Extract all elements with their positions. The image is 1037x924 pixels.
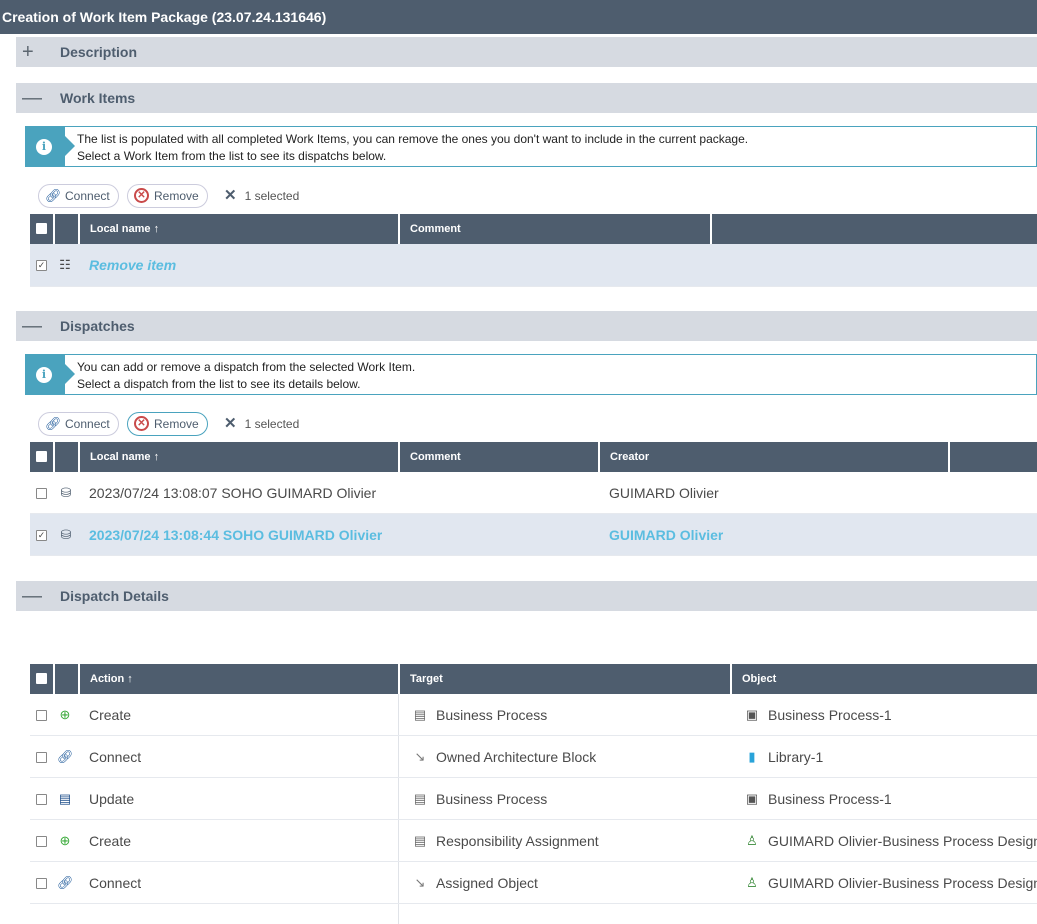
action: Create	[89, 707, 132, 723]
object[interactable]: Business Process-1	[768, 791, 892, 807]
action: Update	[89, 791, 135, 807]
link-icon: 🔗︎	[57, 749, 74, 764]
class-icon: ▤	[413, 707, 427, 722]
row-checkbox[interactable]	[36, 878, 47, 889]
remove-button[interactable]: ✕ Remove	[127, 412, 208, 436]
object[interactable]: Business Process-1	[768, 707, 892, 723]
column-comment[interactable]: Comment	[398, 214, 710, 244]
row-checkbox[interactable]	[36, 710, 47, 721]
window-title: Creation of Work Item Package (23.07.24.…	[0, 0, 1037, 34]
select-all-checkbox[interactable]	[36, 673, 47, 684]
section-work-items[interactable]: — Work Items	[16, 83, 1037, 113]
select-all-checkbox[interactable]	[36, 223, 47, 234]
link-icon: 🔗︎	[57, 875, 74, 890]
plus-circle-icon: ⊕	[59, 707, 71, 722]
connect-button[interactable]: 🔗︎ Connect	[38, 412, 119, 436]
dispatches-info: i You can add or remove a dispatch from t…	[25, 354, 1037, 395]
object[interactable]: Library-1	[768, 749, 824, 765]
details-table-header: Action ↑ Target Object	[30, 664, 1037, 694]
row-checkbox[interactable]	[36, 488, 47, 499]
column-comment[interactable]: Comment	[398, 442, 598, 472]
process-icon: ▣	[745, 707, 759, 722]
dispatch-icon: ⛁	[60, 485, 72, 500]
table-row[interactable]: ⛁ 2023/07/24 13:08:07 SOHO GUIMARD Olivi…	[30, 472, 1037, 514]
collapse-icon[interactable]: —	[22, 315, 42, 337]
link-icon: 🔗︎	[45, 416, 62, 431]
column-action[interactable]: Action ↑	[78, 664, 398, 694]
person-icon: ♙	[746, 833, 758, 848]
remove-icon: ✕	[134, 188, 149, 203]
remove-icon: ✕	[134, 416, 149, 431]
plus-circle-icon: ⊕	[59, 833, 71, 848]
action: Connect	[89, 875, 142, 891]
table-row[interactable]: ⊕ Create ▤ Business Process ▣ Business P…	[30, 694, 1037, 736]
action: Connect	[89, 749, 142, 765]
column-target[interactable]: Target	[398, 664, 730, 694]
section-dispatches[interactable]: — Dispatches	[16, 311, 1037, 341]
remove-button[interactable]: ✕ Remove	[127, 184, 208, 208]
object[interactable]: GUIMARD Olivier-Business Process Design	[768, 833, 1037, 849]
selection-count: ✕ 1 selected	[224, 415, 300, 432]
class-icon: ▤	[413, 833, 427, 848]
person-icon: ♙	[746, 875, 758, 890]
relation-icon: ↘	[414, 749, 426, 764]
target: Business Process	[436, 791, 548, 807]
collapse-icon[interactable]: —	[22, 585, 42, 607]
dispatches-table-header: Local name ↑ Comment Creator	[30, 442, 1037, 472]
library-icon: ▮	[748, 749, 756, 764]
table-row[interactable]: 🔗︎ Connect ↘ Owned Architecture Block ▮ …	[30, 736, 1037, 778]
table-row[interactable]: ✓ ☷ Remove item	[30, 244, 1037, 287]
work-items-table-header: Local name ↑ Comment	[30, 214, 1037, 244]
class-icon: ▤	[413, 791, 427, 806]
expand-icon[interactable]: +	[22, 41, 34, 63]
row-checkbox[interactable]: ✓	[36, 530, 47, 541]
table-row[interactable]: ✓ ⛁ 2023/07/24 13:08:44 SOHO GUIMARD Oli…	[30, 514, 1037, 556]
dispatch-icon: ⛁	[60, 527, 72, 542]
column-local-name[interactable]: Local name ↑	[78, 442, 398, 472]
column-object[interactable]: Object	[730, 664, 1037, 694]
table-row[interactable]: 🔗︎ Connect ↘ Assigned Object ♙ GUIMARD O…	[30, 862, 1037, 904]
row-checkbox[interactable]	[36, 794, 47, 805]
comment-icon: ▤	[58, 791, 72, 806]
info-icon: i	[36, 139, 52, 155]
connect-button[interactable]: 🔗︎ Connect	[38, 184, 119, 208]
clear-selection-icon[interactable]: ✕	[224, 187, 237, 204]
row-checkbox[interactable]	[36, 836, 47, 847]
link-icon: 🔗︎	[45, 188, 62, 203]
select-all-checkbox[interactable]	[36, 451, 47, 462]
work-item-icon: ☷	[59, 257, 71, 272]
row-checkbox[interactable]: ✓	[36, 260, 47, 271]
work-items-info: i The list is populated with all complete…	[25, 126, 1037, 167]
section-dispatch-details[interactable]: — Dispatch Details	[16, 581, 1037, 611]
table-row[interactable]: ▤ Update ▤ Business Process ▣ Business P…	[30, 778, 1037, 820]
collapse-icon[interactable]: —	[22, 87, 42, 109]
column-creator[interactable]: Creator	[598, 442, 948, 472]
table-row[interactable]: ⊕ Create ▤ Responsibility Assignment ♙ G…	[30, 820, 1037, 862]
action: Create	[89, 833, 132, 849]
info-icon: i	[36, 367, 52, 383]
section-description[interactable]: + Description	[16, 37, 1037, 67]
target: Business Process	[436, 707, 548, 723]
object[interactable]: GUIMARD Olivier-Business Process Design	[768, 875, 1037, 891]
clear-selection-icon[interactable]: ✕	[224, 415, 237, 432]
target: Owned Architecture Block	[436, 749, 597, 765]
selection-count: ✕ 1 selected	[224, 187, 300, 204]
row-checkbox[interactable]	[36, 752, 47, 763]
process-icon: ▣	[745, 791, 759, 806]
target: Assigned Object	[436, 875, 538, 891]
relation-icon: ↘	[414, 875, 426, 890]
column-local-name[interactable]: Local name ↑	[78, 214, 398, 244]
target: Responsibility Assignment	[436, 833, 599, 849]
